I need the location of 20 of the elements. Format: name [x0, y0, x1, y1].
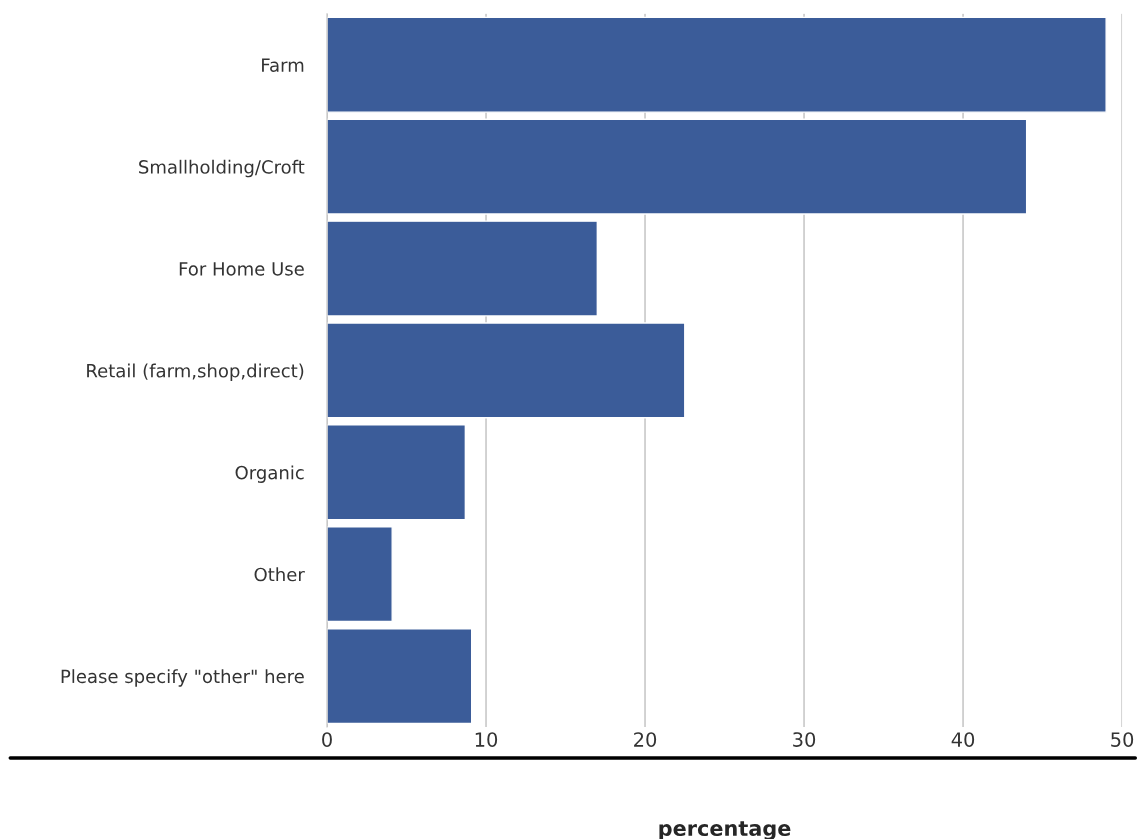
bar [327, 322, 686, 419]
y-tick-label: Retail (farm,shop,direct) [87, 363, 304, 382]
x-tick-label: 50 [1111, 732, 1134, 747]
x-tick-label: 10 [475, 732, 498, 747]
x-tick-label: 30 [793, 732, 816, 747]
x-tick-label: 40 [951, 732, 975, 747]
x-tick-label: 20 [634, 732, 657, 747]
y-tick-label: Organic [235, 465, 304, 483]
bar [327, 526, 393, 623]
y-tick-label: Other [254, 567, 305, 582]
bar [327, 220, 599, 317]
y-tick-label: Please specify "other" here [61, 669, 304, 687]
y-tick-label: Farm [262, 58, 304, 72]
y-tick-label: Smallholding/Croft [139, 159, 305, 178]
y-tick-label: For Home Use [179, 262, 304, 276]
x-tick-label: 0 [322, 732, 332, 747]
bar [327, 424, 467, 521]
bar [327, 118, 1028, 215]
bar [327, 16, 1107, 113]
bar [327, 627, 473, 725]
